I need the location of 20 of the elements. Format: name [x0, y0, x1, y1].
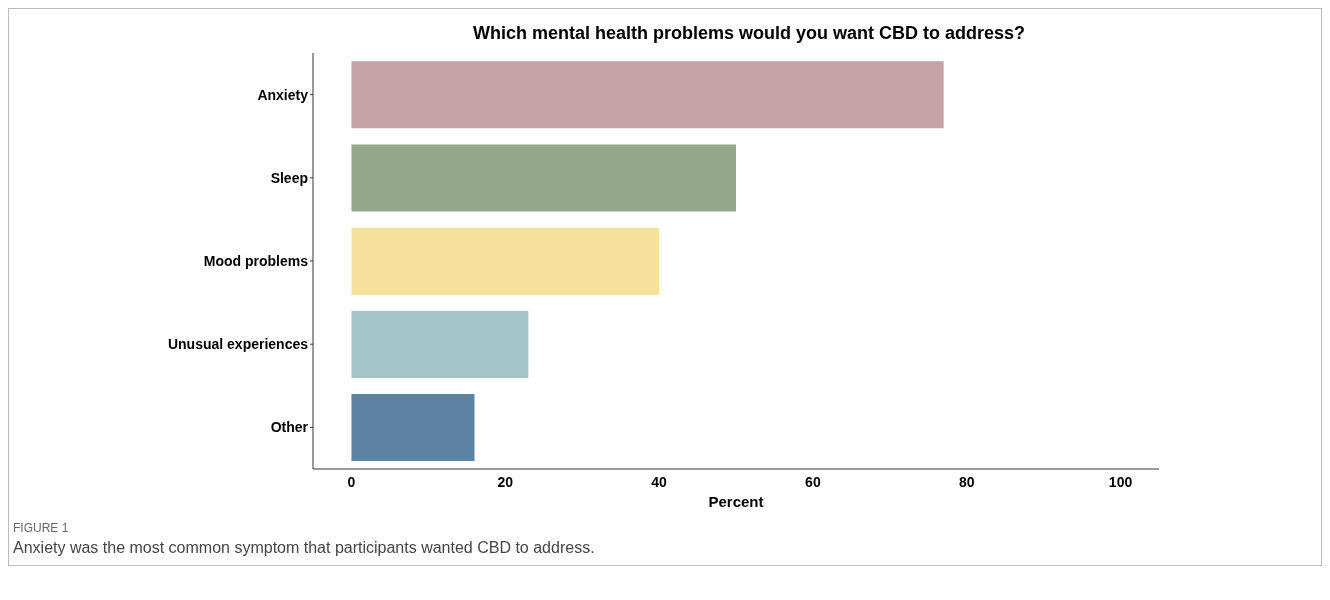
y-tick-label: Sleep	[270, 169, 308, 186]
bar	[351, 227, 660, 295]
bar	[351, 144, 736, 212]
y-tick-label: Unusual experiences	[167, 336, 309, 353]
bar	[351, 394, 475, 462]
x-tick-label: 80	[958, 473, 975, 490]
y-tick-label: Mood problems	[203, 252, 309, 269]
bar	[351, 310, 529, 378]
x-tick-label: 40	[651, 473, 668, 490]
text: Anxiety was the most common symptom that participants wanted CBD to address.	[13, 539, 596, 557]
x-tick-label: 100	[1108, 473, 1133, 490]
x-tick-label: 60	[805, 473, 821, 490]
y-tick-label: Anxiety	[257, 86, 309, 103]
bar	[351, 61, 944, 129]
x-tick-label: 20	[497, 473, 514, 490]
chart-title: Which mental health problems would you want CBD to address?	[471, 23, 1027, 44]
x-axis-title: Percent	[708, 493, 764, 510]
y-tick-label: Other	[270, 419, 309, 436]
x-tick-label: 0	[347, 473, 356, 490]
caption: FIGURE 1	[13, 521, 70, 535]
